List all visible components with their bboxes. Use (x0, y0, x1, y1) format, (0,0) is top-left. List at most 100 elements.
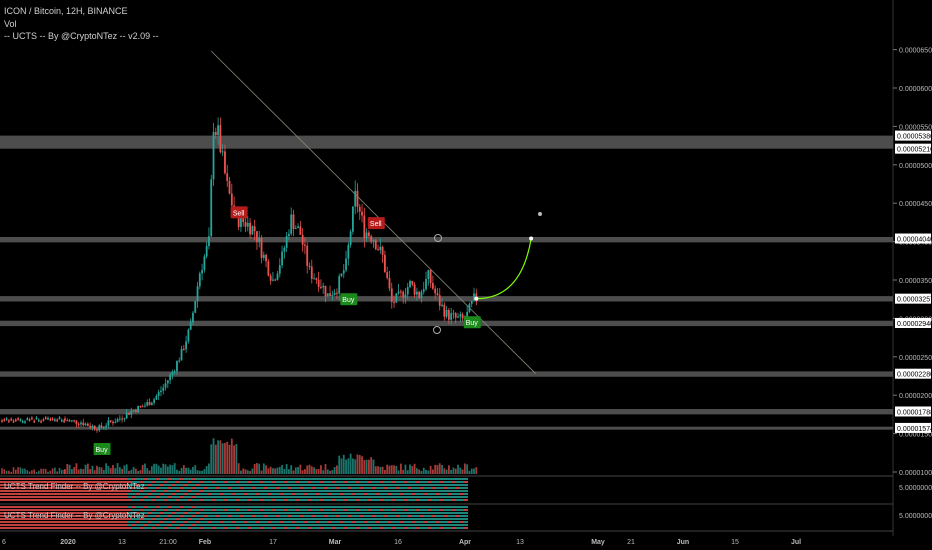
trend-finder-cell (172, 487, 176, 489)
candle-body (365, 232, 368, 239)
volume-bar (345, 459, 347, 474)
trend-finder-cell (4, 527, 8, 529)
price-badge-label: 0.00001788 (897, 409, 932, 416)
trend-finder-cell (148, 478, 152, 480)
trend-finder-cell (128, 521, 132, 523)
volume-bar (379, 466, 382, 474)
trend-finder-cell (308, 481, 312, 483)
trend-finder-cell (316, 499, 320, 501)
trend-finder-cell (320, 481, 324, 483)
volume-bar (130, 469, 133, 474)
trend-finder-cell (124, 499, 128, 501)
trend-finder-cell (448, 527, 452, 529)
trend-finder-cell (12, 527, 16, 529)
trend-finder-cell (16, 515, 20, 517)
trend-finder-cell (240, 484, 244, 486)
trend-finder-cell (268, 490, 272, 492)
trend-finder-cell (44, 506, 48, 508)
trend-finder-cell (432, 478, 436, 480)
trend-finder-cell (388, 518, 392, 520)
volume-bar (75, 463, 78, 474)
trend-finder-cell (264, 515, 268, 517)
trend-finder-cell (172, 521, 176, 523)
trend-finder-cell (288, 490, 292, 492)
volume-bar (304, 469, 306, 474)
trend-finder-cell (460, 515, 464, 517)
trend-finder-cell (392, 478, 396, 480)
trend-finder-cell (256, 496, 260, 498)
trend-finder-cell (124, 521, 128, 523)
candle-body (176, 361, 178, 372)
trend-finder-cell (420, 512, 424, 514)
trend-finder-cell (124, 496, 128, 498)
trend-finder-cell (180, 506, 184, 508)
trend-finder-cell (24, 490, 28, 492)
trend-finder-cell (368, 521, 372, 523)
trend-finder-cell (404, 521, 408, 523)
trend-finder-cell (8, 487, 12, 489)
trend-finder-cell (276, 524, 280, 526)
volume-bar (413, 463, 416, 474)
trend-finder-cell (12, 481, 16, 483)
candle-body (180, 348, 183, 361)
trend-finder-cell (296, 496, 300, 498)
trend-finder-cell (416, 493, 420, 495)
trend-finder-cell (244, 478, 248, 480)
candle-body (450, 313, 453, 320)
trend-finder-cell (424, 487, 428, 489)
trend-finder-cell (332, 478, 336, 480)
trend-finder-cell (292, 521, 296, 523)
trend-finder-cell (388, 484, 392, 486)
x-tick-label: 13 (118, 539, 126, 546)
trend-finder-cell (196, 524, 200, 526)
trend-finder-cell (184, 524, 188, 526)
trend-finder-cell (72, 499, 76, 501)
trend-finder-cell (72, 493, 76, 495)
trend-finder-cell (40, 493, 44, 495)
trend-finder-cell (264, 518, 268, 520)
trend-finder-cell (248, 490, 252, 492)
trend-finder-cell (172, 496, 176, 498)
trend-finder-cell (180, 515, 184, 517)
candle-body (132, 410, 135, 412)
trend-finder-cell (144, 496, 148, 498)
trend-finder-cell (36, 481, 40, 483)
trend-finder-cell (460, 496, 464, 498)
trend-finder-cell (416, 515, 420, 517)
trend-finder-cell (92, 481, 96, 483)
trend-finder-cell (392, 509, 396, 511)
trend-finder-cell (100, 527, 104, 529)
candle-body (461, 314, 464, 319)
trend-finder-cell (364, 521, 368, 523)
candle-body (84, 423, 87, 426)
trend-finder-cell (376, 499, 380, 501)
trend-finder-cell (148, 518, 152, 520)
trend-finder-cell (92, 527, 96, 529)
trend-finder-cell (140, 515, 144, 517)
trend-finder-cell (428, 478, 432, 480)
volume-bar (26, 470, 29, 474)
trend-finder-cell (368, 496, 372, 498)
trend-finder-cell (216, 496, 220, 498)
trend-finder-cell (100, 518, 104, 520)
trend-finder-cell (72, 496, 76, 498)
candle-body (70, 420, 73, 422)
trend-finder-cell (168, 496, 172, 498)
trend-finder-cell (52, 518, 56, 520)
trend-finder-cell (240, 493, 244, 495)
candle-body (409, 280, 411, 288)
trend-finder-cell (420, 527, 424, 529)
trend-finder-cell (428, 527, 432, 529)
trend-finder-cell (452, 527, 456, 529)
trend-finder-cell (144, 487, 148, 489)
trend-finder-cell (24, 484, 28, 486)
trend-finder-cell (420, 499, 424, 501)
trend-finder-cell (124, 509, 128, 511)
volume-bar (226, 441, 229, 474)
trend-finder-cell (84, 521, 88, 523)
trend-finder-cell (16, 499, 20, 501)
projection-arrow (476, 238, 532, 300)
